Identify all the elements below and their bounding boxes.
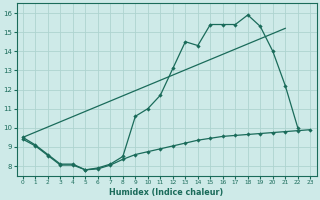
X-axis label: Humidex (Indice chaleur): Humidex (Indice chaleur) (109, 188, 224, 197)
